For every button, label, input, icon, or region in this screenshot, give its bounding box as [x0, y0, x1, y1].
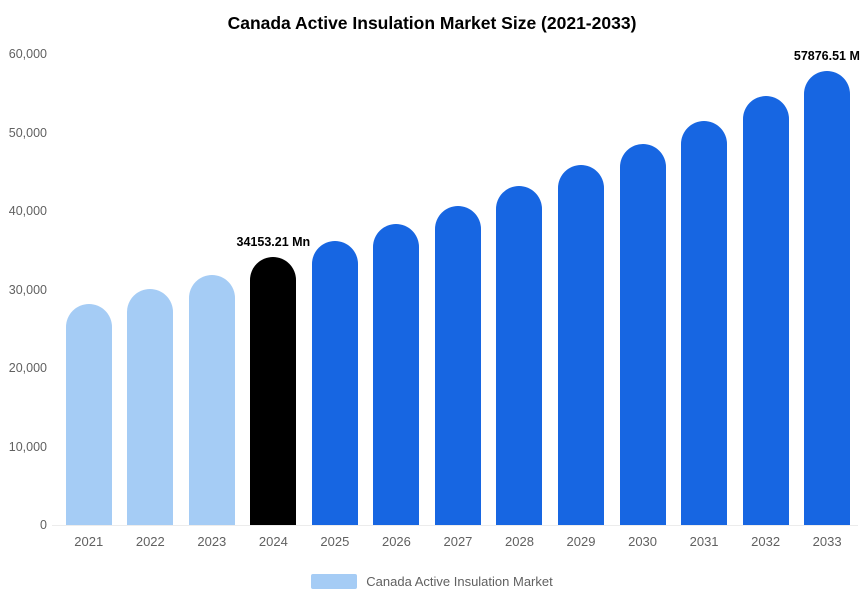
bar-slot-2031: 2031 — [673, 54, 735, 549]
bar-2023[interactable] — [188, 275, 235, 525]
x-axis-label-2022: 2022 — [135, 534, 165, 549]
bar-2022[interactable] — [127, 289, 174, 525]
bar-2026[interactable] — [373, 224, 420, 525]
y-axis-tick-20000: 20,000 — [8, 361, 47, 375]
x-axis-label-2030: 2030 — [628, 534, 658, 549]
x-axis-label-2023: 2023 — [197, 534, 227, 549]
y-axis: 60,000 50,000 40,000 30,000 20,000 10,000 0 — [0, 47, 52, 532]
legend[interactable]: Canada Active Insulation Market — [0, 574, 864, 589]
x-axis-label-2024: 2024 — [258, 534, 288, 549]
y-axis-tick-10000: 10,000 — [8, 439, 47, 454]
x-axis-label-2027: 2027 — [443, 534, 473, 549]
bar-slot-2028: 2028 — [489, 54, 551, 549]
bar-slot-2021: 2021 — [58, 54, 120, 549]
chart-title: Canada Active Insulation Market Size (20… — [227, 13, 637, 33]
x-axis-label-2031: 2031 — [689, 534, 719, 549]
bar-slot-2022: 2022 — [120, 54, 182, 549]
legend-swatch — [311, 574, 358, 589]
y-axis-tick-0: 0 — [40, 518, 47, 532]
bar-slot-2029: 2029 — [550, 54, 612, 549]
bar-2027[interactable] — [434, 206, 481, 525]
y-axis-tick-30000: 30,000 — [8, 282, 47, 297]
bar-slot-2025: 2025 — [304, 54, 366, 549]
y-axis-tick-60000: 60,000 — [8, 47, 47, 61]
bar-2025[interactable] — [311, 241, 358, 525]
x-axis-label-2025: 2025 — [320, 534, 350, 549]
x-axis-label-2029: 2029 — [566, 534, 596, 549]
bar-2033[interactable] — [804, 71, 851, 525]
bar-2028[interactable] — [496, 186, 543, 525]
x-axis-label-2026: 2026 — [381, 534, 411, 549]
bar-2031[interactable] — [681, 121, 728, 525]
x-axis-label-2021: 2021 — [74, 534, 104, 549]
x-axis-label-2028: 2028 — [505, 534, 534, 549]
bar-slot-2033: 2033 57876.51 M — [794, 49, 860, 549]
bar-slot-2024: 2024 34153.21 Mn — [237, 54, 311, 549]
x-axis-label-2032: 2032 — [751, 534, 781, 549]
bar-slot-2032: 2032 — [735, 54, 797, 549]
bar-slot-2023: 2023 — [181, 54, 243, 549]
bar-2032[interactable] — [742, 96, 789, 525]
y-axis-tick-40000: 40,000 — [8, 204, 47, 218]
bar-2030[interactable] — [619, 144, 666, 525]
bar-2021[interactable] — [65, 304, 112, 525]
x-axis-label-2033: 2033 — [812, 534, 842, 549]
bar-value-label-2033: 57876.51 M — [793, 49, 860, 63]
bar-slot-2030: 2030 — [612, 54, 674, 549]
legend-label: Canada Active Insulation Market — [366, 574, 553, 589]
plot-area: 2021 2022 2023 2024 34153.21 Mn 2025 2026 2027 2… — [52, 49, 860, 549]
bar-2024[interactable] — [250, 257, 297, 525]
bar-slot-2026: 2026 — [366, 54, 428, 549]
bar-2029[interactable] — [558, 165, 605, 525]
y-axis-tick-50000: 50,000 — [8, 125, 47, 140]
bar-value-label-2024: 34153.21 Mn — [236, 235, 311, 249]
bar-slot-2027: 2027 — [427, 54, 489, 549]
